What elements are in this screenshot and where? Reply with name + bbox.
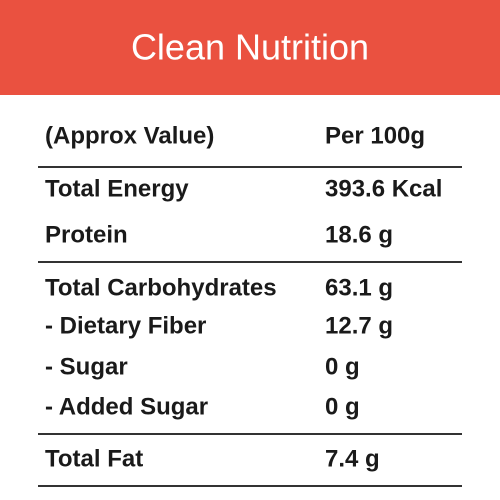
column-header: Per 100g [325, 122, 425, 149]
row-value: 7.4 g [325, 445, 380, 472]
row-value: 393.6 Kcal [325, 175, 442, 202]
row-label: - Added Sugar [45, 393, 208, 420]
column-header: (Approx Value) [45, 122, 214, 149]
row-label: - Sugar [45, 353, 128, 380]
row-label: Total Energy [45, 175, 189, 202]
row-value: 0 g [325, 393, 360, 420]
title: Clean Nutrition [131, 27, 369, 68]
row-value: 63.1 g [325, 274, 393, 301]
row-value: 12.7 g [325, 312, 393, 339]
row-label: Total Fat [45, 445, 143, 472]
row-value: 18.6 g [325, 221, 393, 248]
header-band [0, 0, 500, 95]
row-label: - Dietary Fiber [45, 312, 206, 339]
row-label: Total Carbohydrates [45, 274, 277, 301]
row-label: Protein [45, 221, 128, 248]
row-value: 0 g [325, 353, 360, 380]
